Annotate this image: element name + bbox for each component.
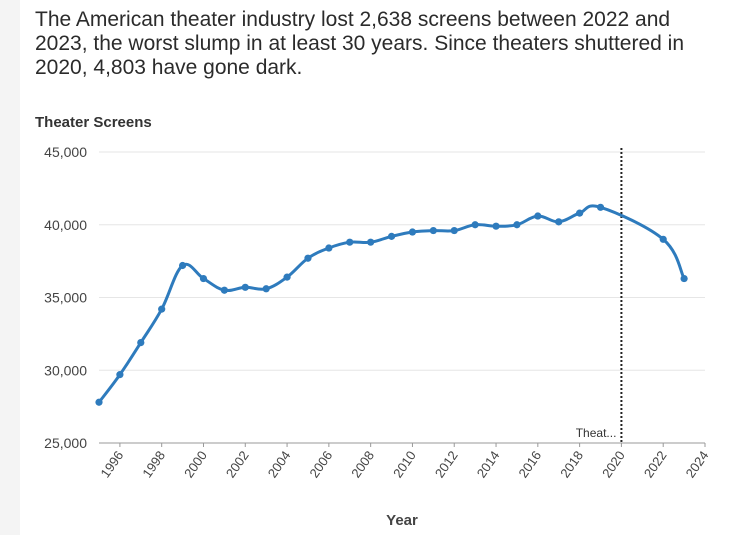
x-tick-labels: 1996 1998 2000 2002 2004 2006 2008 2010 2012 2014… (97, 443, 711, 480)
x-tick-label: 2004 (265, 448, 294, 480)
y-axis-title: Theater Screens (35, 114, 152, 131)
gridlines (99, 151, 705, 444)
chart-subtitle: The American theater industry lost 2,638… (35, 8, 685, 79)
data-point[interactable] (471, 221, 479, 229)
data-point[interactable] (513, 221, 521, 229)
y-tick-label: 40,000 (44, 217, 87, 233)
data-point[interactable] (262, 285, 270, 293)
x-tick-label: 2000 (181, 448, 210, 480)
x-axis-title: Year (386, 512, 418, 529)
x-tick-label: 2002 (223, 448, 252, 480)
x-tick-label: 2018 (557, 448, 586, 480)
data-point[interactable] (304, 254, 312, 262)
data-point[interactable] (680, 274, 688, 283)
y-tick-labels: 25,000 30,000 35,000 40,000 45,000 (44, 144, 87, 451)
data-point[interactable] (283, 273, 291, 281)
y-tick-label: 30,000 (44, 362, 87, 378)
data-point[interactable] (137, 339, 145, 347)
data-point[interactable] (241, 283, 249, 291)
x-tick-label: 2012 (432, 448, 461, 480)
data-point[interactable] (429, 226, 437, 235)
x-tick-label: 1996 (97, 448, 126, 480)
x-tick-label: 1998 (139, 448, 168, 480)
x-tick-label: 2020 (599, 448, 628, 480)
x-tick-label: 2008 (348, 448, 377, 480)
x-tick-label: 2014 (474, 448, 503, 480)
data-point[interactable] (534, 212, 542, 220)
data-point[interactable] (95, 398, 103, 406)
data-point[interactable] (367, 238, 375, 246)
data-point[interactable] (576, 209, 584, 217)
left-margin-bar (0, 0, 20, 535)
x-tick-label: 2010 (390, 448, 419, 480)
data-point[interactable] (387, 232, 396, 240)
data-point[interactable] (596, 203, 605, 211)
data-point[interactable] (220, 286, 228, 294)
annotation: Theat... (576, 148, 623, 443)
data-point[interactable] (555, 218, 563, 226)
y-tick-label: 45,000 (44, 144, 87, 160)
annotation-label: Theat... (576, 426, 617, 440)
data-point[interactable] (492, 222, 500, 230)
x-tick-label: 2016 (515, 448, 544, 480)
data-point[interactable] (346, 238, 354, 246)
x-tick-label: 2022 (641, 448, 670, 480)
data-point[interactable] (450, 226, 458, 235)
data-point[interactable] (659, 235, 667, 243)
data-point[interactable] (408, 228, 417, 236)
x-tick-label: 2024 (683, 448, 712, 480)
data-points (95, 203, 688, 406)
data-point[interactable] (116, 371, 124, 379)
data-point[interactable] (199, 274, 208, 283)
y-tick-label: 25,000 (44, 435, 87, 451)
data-point[interactable] (325, 244, 333, 252)
y-tick-label: 35,000 (44, 290, 87, 306)
data-point[interactable] (158, 305, 166, 313)
x-tick-label: 2006 (306, 448, 335, 480)
data-point[interactable] (178, 261, 187, 270)
